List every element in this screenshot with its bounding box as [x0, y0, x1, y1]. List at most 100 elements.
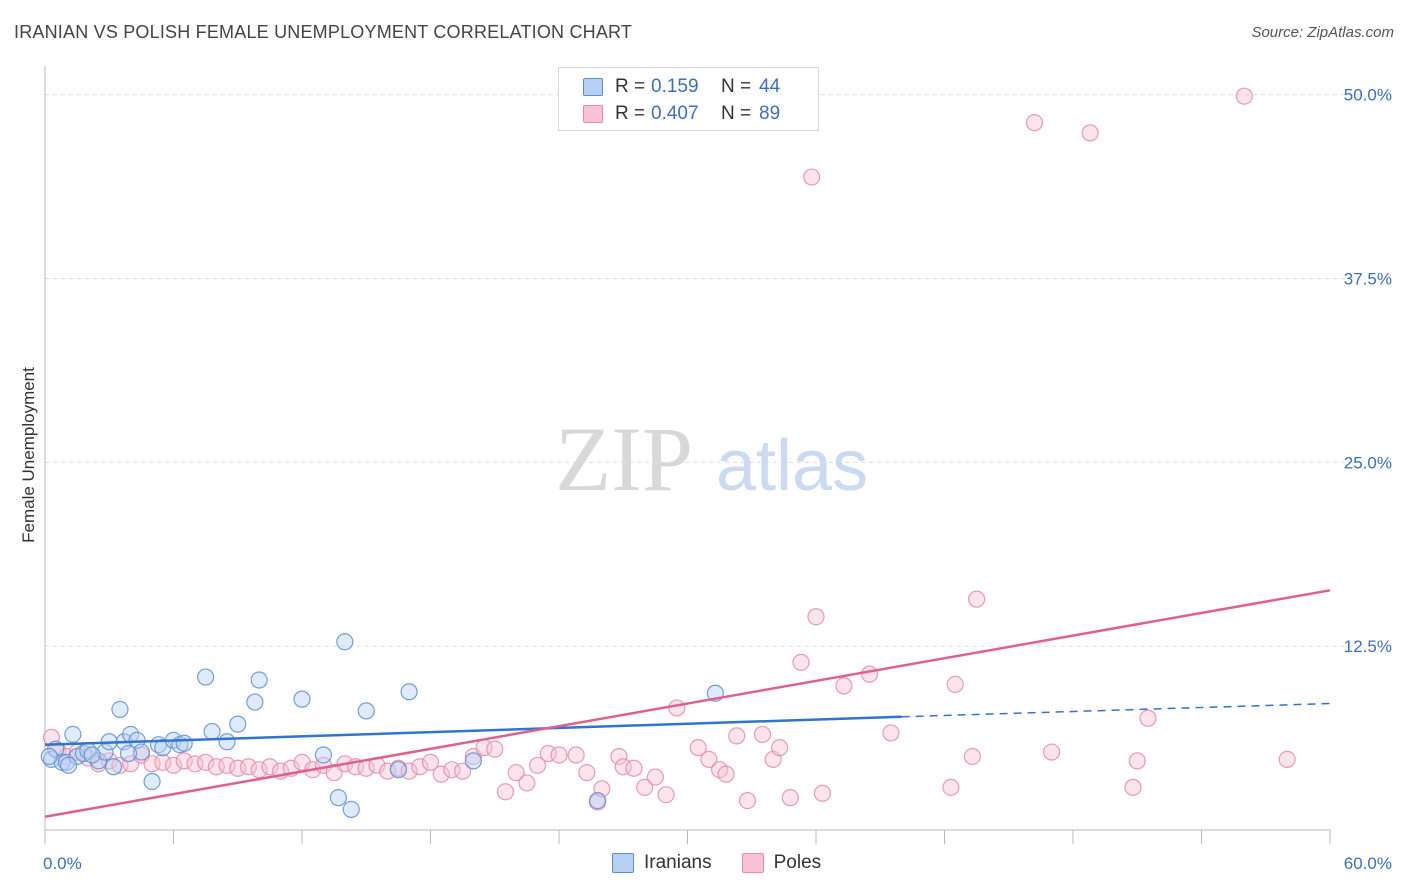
iranians-point [588, 791, 607, 810]
poles-point [1081, 124, 1099, 142]
poles-point [218, 756, 236, 774]
poles-point [229, 759, 247, 777]
poles-point [781, 789, 799, 807]
iranians-point [83, 746, 101, 764]
poles-point [728, 727, 746, 745]
poles-point [646, 768, 664, 786]
poles-point [942, 778, 960, 796]
iranians-point [357, 702, 375, 720]
poles-point [803, 168, 821, 186]
poles-point [625, 759, 643, 777]
iranians-swatch [583, 78, 603, 96]
iranians-point [57, 753, 76, 771]
iranians-point [59, 756, 78, 774]
source-credit: Source: ZipAtlas.com [1251, 24, 1394, 41]
poles-point [432, 765, 450, 783]
poles-trend-line [44, 589, 1331, 818]
poles-point [578, 764, 596, 782]
chart-title: IRANIAN VS POLISH FEMALE UNEMPLOYMENT CO… [14, 22, 633, 42]
watermark: ZIP atlas [555, 408, 868, 510]
poles-point [807, 608, 825, 626]
poles-point [1128, 752, 1146, 770]
y-tick-label: 37.5% [1344, 270, 1392, 289]
iranians-point [246, 693, 264, 711]
poles-point [1139, 709, 1157, 727]
poles-point [197, 753, 215, 771]
poles-point [421, 753, 440, 771]
poles-point [411, 758, 429, 776]
n-value: 44 [759, 76, 781, 97]
poles-point [186, 755, 204, 773]
poles-point [968, 590, 986, 608]
iranians-point [464, 752, 482, 770]
poles-point [946, 675, 964, 694]
gridlines [45, 94, 1360, 647]
iranians-swatch [612, 853, 634, 873]
poles-point [717, 765, 735, 783]
poles-point [250, 761, 268, 779]
poles-point [753, 725, 772, 744]
legend-row-iranians: R = 0.159 N = 44 [583, 74, 780, 100]
iranians-point [218, 733, 236, 751]
poles-point [486, 740, 504, 758]
legend-label-poles: Poles [773, 852, 822, 873]
poles-point [164, 756, 183, 774]
poles-swatch [583, 105, 603, 123]
iranians-point [143, 772, 161, 791]
series-legend: Iranians Poles [612, 852, 851, 874]
y-tick-label: 25.0% [1344, 453, 1392, 472]
poles-point [207, 758, 225, 776]
iranians-point [175, 734, 193, 752]
n-label: N = [721, 76, 752, 97]
poles-point [813, 784, 832, 802]
poles-point [882, 724, 900, 742]
poles-point [963, 747, 981, 766]
r-label: R = [615, 103, 646, 124]
poles-point [1278, 750, 1296, 769]
iranians-point [197, 668, 215, 686]
poles-point [668, 699, 686, 717]
iranians-point [314, 746, 333, 764]
poles-point [111, 756, 129, 774]
iranians-point [329, 789, 348, 807]
iranians-point [203, 722, 221, 741]
iranians-point [336, 633, 354, 651]
r-value: 0.407 [651, 103, 699, 124]
r-value: 0.159 [651, 76, 699, 97]
legend-item-iranians: Iranians [612, 852, 712, 874]
poles-point [738, 791, 757, 810]
r-label: R = [615, 76, 646, 97]
iranians-trend-line [44, 715, 902, 746]
poles-point [261, 758, 279, 776]
poles-swatch [741, 853, 764, 873]
poles-point [689, 739, 707, 757]
poles-point [700, 750, 718, 769]
iranians-point [132, 743, 150, 761]
poles-point [239, 758, 258, 776]
poles-point [496, 783, 515, 801]
poles-point [528, 756, 547, 774]
poles-point [550, 746, 568, 764]
y-tick-labels: 12.5% 25.0% 37.5% 50.0% [1344, 86, 1392, 656]
iranians-point [342, 800, 360, 819]
poles-point [610, 747, 628, 766]
poles-point [770, 739, 789, 757]
iranians-point [89, 752, 108, 770]
iranians-point [229, 715, 247, 733]
poles-point [379, 762, 397, 780]
legend-label-iranians: Iranians [644, 852, 712, 873]
iranians-point [96, 743, 114, 761]
iranians-points [40, 633, 724, 819]
poles-point [567, 746, 585, 764]
poles-point [143, 755, 161, 773]
axes [44, 66, 1331, 844]
watermark-zip: ZIP [555, 408, 693, 510]
iranians-point [40, 747, 58, 766]
poles-points [42, 87, 1296, 811]
poles-point [1042, 743, 1061, 761]
poles-point [835, 677, 853, 695]
iranians-point [119, 744, 138, 763]
poles-point [454, 762, 472, 780]
iranians-point [111, 700, 129, 719]
